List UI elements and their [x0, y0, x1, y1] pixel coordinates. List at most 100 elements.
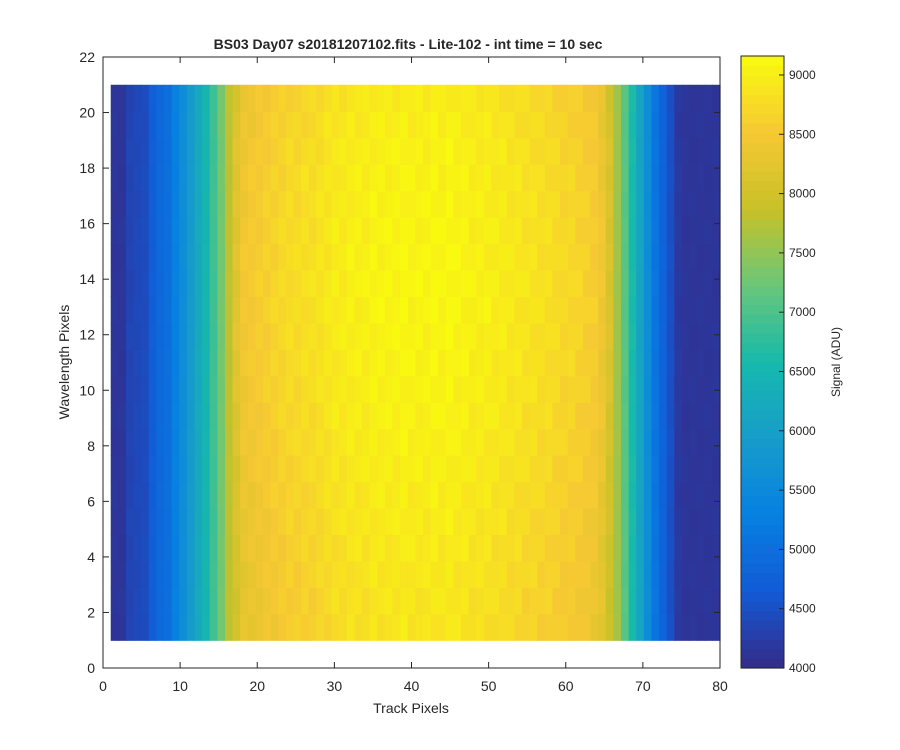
- heatmap-cell: [255, 217, 264, 245]
- heatmap-cell: [552, 560, 561, 588]
- heatmap-cell: [704, 190, 713, 218]
- heatmap-cell: [141, 296, 150, 324]
- heatmap-cell: [323, 296, 333, 324]
- colorbar-band: [741, 448, 784, 459]
- heatmap-cell: [346, 269, 356, 297]
- heatmap-cell: [209, 322, 218, 350]
- heatmap-cell: [270, 428, 279, 456]
- heatmap-cell: [354, 375, 363, 403]
- heatmap-cell: [567, 613, 576, 641]
- heatmap-cell: [354, 269, 363, 297]
- heatmap-cell: [323, 269, 333, 297]
- heatmap-cell: [278, 84, 287, 112]
- heatmap-cell: [133, 84, 142, 112]
- heatmap-cell: [156, 455, 165, 483]
- heatmap-cell: [369, 481, 378, 509]
- heatmap-cell: [285, 190, 295, 218]
- heatmap-cell: [620, 269, 630, 297]
- heatmap-cell: [514, 217, 523, 245]
- heatmap-cell: [369, 137, 378, 165]
- colorbar: [741, 56, 784, 669]
- heatmap-cell: [552, 269, 561, 297]
- heatmap-cell: [247, 507, 257, 536]
- heatmap-cell: [712, 190, 721, 218]
- colorbar-band: [741, 515, 784, 526]
- colorbar-band: [741, 247, 784, 258]
- heatmap-cell: [537, 481, 546, 509]
- heatmap-cell: [415, 587, 424, 615]
- heatmap-cell: [263, 402, 272, 430]
- heatmap-cell: [491, 164, 500, 192]
- heatmap-cell: [293, 560, 302, 588]
- heatmap-cell: [552, 190, 561, 218]
- heatmap-cell: [582, 164, 592, 192]
- heatmap-cell: [415, 243, 424, 271]
- heatmap-cell: [659, 375, 668, 403]
- heatmap-cell: [651, 455, 660, 483]
- colorbar-band: [741, 381, 784, 392]
- heatmap-cell: [407, 349, 416, 377]
- heatmap-cell: [384, 190, 394, 218]
- heatmap-cell: [636, 402, 645, 430]
- heatmap-cell: [301, 84, 310, 112]
- heatmap-cell: [689, 269, 698, 297]
- heatmap-cell: [224, 111, 234, 139]
- heatmap-cell: [643, 507, 653, 536]
- heatmap-cell: [613, 402, 622, 430]
- heatmap-cell: [560, 587, 569, 615]
- heatmap-cell: [308, 296, 317, 324]
- heatmap-cell: [125, 137, 135, 165]
- heatmap-cell: [194, 137, 203, 165]
- heatmap-cell: [422, 481, 432, 509]
- heatmap-cell: [575, 587, 584, 615]
- heatmap-cell: [544, 375, 554, 403]
- heatmap-cell: [438, 507, 447, 536]
- heatmap-cell: [141, 507, 150, 536]
- heatmap-cell: [346, 84, 356, 112]
- heatmap-cell: [148, 587, 158, 615]
- heatmap-cell: [438, 587, 447, 615]
- heatmap-cell: [681, 111, 691, 139]
- x-tick-label: 80: [712, 678, 728, 694]
- heatmap-cell: [461, 243, 470, 271]
- colorbar-tick-label: 4500: [789, 602, 816, 616]
- heatmap-cell: [285, 322, 295, 350]
- heatmap-cell: [377, 217, 386, 245]
- heatmap-cell: [468, 587, 477, 615]
- heatmap-cell: [270, 402, 279, 430]
- heatmap-cell: [712, 349, 721, 377]
- heatmap-cell: [133, 534, 142, 562]
- heatmap-cell: [499, 349, 508, 377]
- heatmap-cell: [620, 349, 630, 377]
- heatmap-cell: [384, 322, 394, 350]
- heatmap-cell: [628, 164, 637, 192]
- heatmap-cell: [369, 84, 378, 112]
- heatmap-cell: [491, 137, 500, 165]
- heatmap-cell: [506, 217, 515, 245]
- heatmap-cell: [468, 428, 477, 456]
- heatmap-cell: [681, 243, 691, 271]
- heatmap-cell: [369, 375, 378, 403]
- heatmap-cell: [369, 296, 378, 324]
- heatmap-cell: [415, 164, 424, 192]
- heatmap-cell: [278, 375, 287, 403]
- heatmap-cell: [476, 534, 485, 562]
- heatmap-cell: [240, 190, 249, 218]
- heatmap-cell: [209, 613, 218, 641]
- heatmap-cell: [491, 190, 500, 218]
- heatmap-cell: [697, 217, 706, 245]
- heatmap-cell: [529, 190, 538, 218]
- heatmap-cell: [415, 375, 424, 403]
- heatmap-cell: [560, 534, 569, 562]
- heatmap-cell: [628, 111, 637, 139]
- heatmap-cell: [430, 217, 439, 245]
- heatmap-cell: [468, 507, 477, 536]
- heatmap-cell: [499, 428, 508, 456]
- heatmap-cell: [202, 164, 211, 192]
- heatmap-cell: [362, 534, 371, 562]
- heatmap-cell: [164, 84, 173, 112]
- heatmap-cell: [377, 560, 386, 588]
- heatmap-cell: [148, 613, 158, 641]
- heatmap-cell: [468, 349, 477, 377]
- heatmap-cell: [194, 587, 203, 615]
